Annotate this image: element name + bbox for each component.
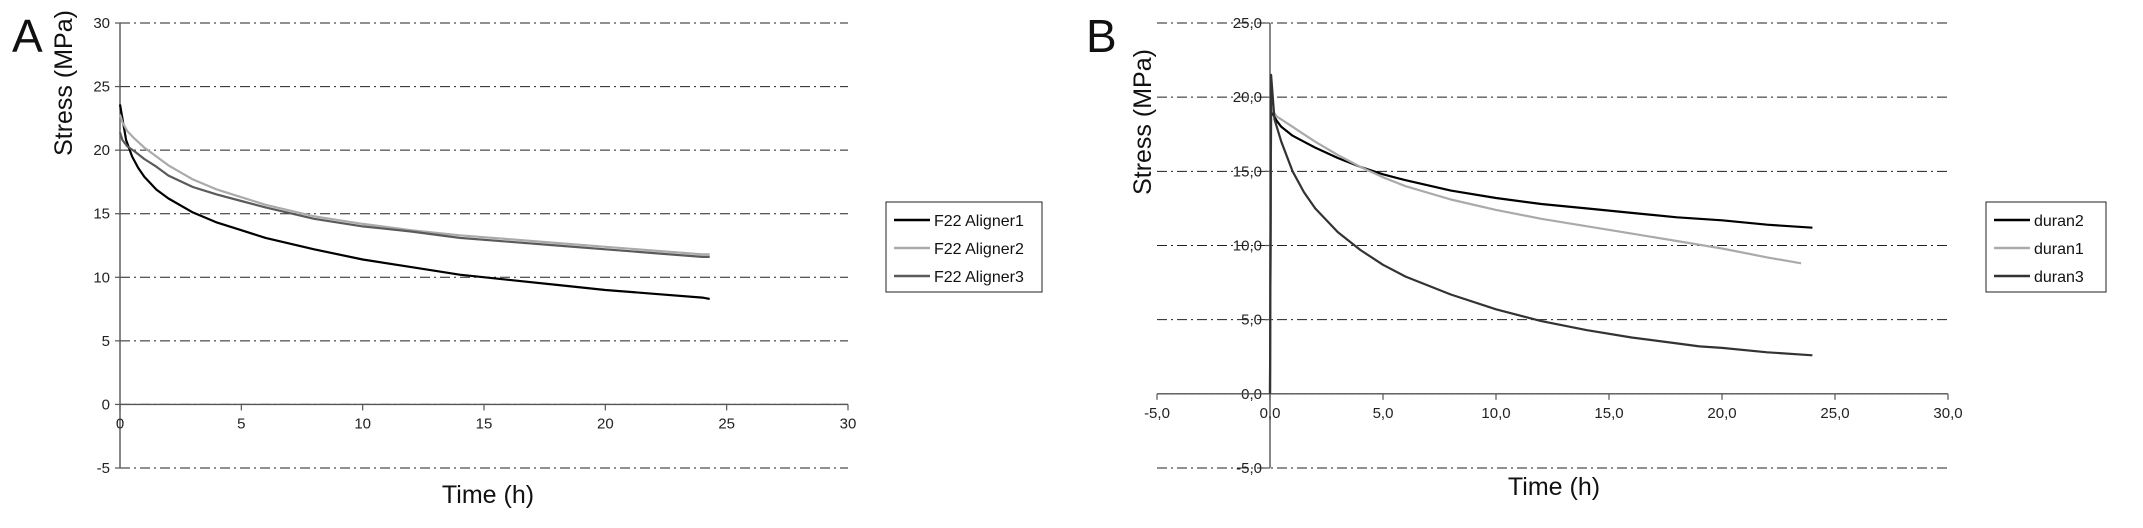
y-tick-label: 5 bbox=[102, 333, 110, 350]
legend-label-duran3: duran3 bbox=[2034, 269, 2084, 286]
x-tick-label: 25,0 bbox=[1820, 405, 1849, 422]
axes-a: -5 0 5 10 15 20 25 30 0 5 10 15 20 25 30 bbox=[93, 15, 856, 477]
series-line-f22-aligner3 bbox=[118, 131, 710, 258]
x-axis-title-b: Time (h) bbox=[1508, 473, 1600, 501]
series-line-duran3 bbox=[1268, 73, 1813, 394]
legend-label-f22-aligner3: F22 Aligner3 bbox=[934, 269, 1024, 286]
x-tick-label: 0 bbox=[116, 415, 124, 432]
y-tick-label: 10,0 bbox=[1233, 238, 1262, 255]
y-tick-label: 20 bbox=[93, 142, 110, 159]
x-tick-label: 10 bbox=[354, 415, 371, 432]
panel-label-a: A bbox=[12, 10, 43, 62]
y-tick-label: 15,0 bbox=[1233, 163, 1262, 180]
x-tick-label: 15,0 bbox=[1594, 405, 1623, 422]
legend-label-f22-aligner1: F22 Aligner1 bbox=[934, 213, 1024, 230]
series-lines-b bbox=[1268, 73, 1813, 394]
y-tick-label: 0 bbox=[102, 396, 110, 413]
legend-b: duran2 duran1 duran3 bbox=[1985, 201, 2107, 293]
x-tick-label: 30,0 bbox=[1933, 405, 1962, 422]
series-line-f22-aligner2 bbox=[118, 114, 710, 256]
y-tick-label: 20,0 bbox=[1233, 89, 1262, 106]
legend-label-duran1: duran1 bbox=[2034, 241, 2084, 258]
chart-panel-b: B -5,00,05,010,015,020,025,0-5,0 0,0 5,0 10… bbox=[1086, 10, 2107, 501]
y-tick-label: 15 bbox=[93, 206, 110, 223]
legend-a: F22 Aligner1 F22 Aligner2 F22 Aligner3 bbox=[885, 201, 1043, 293]
x-tick-label: 5,0 bbox=[1373, 405, 1394, 422]
series-lines-a bbox=[118, 104, 710, 300]
x-tick-label: 20 bbox=[597, 415, 614, 432]
x-tick-label: 10,0 bbox=[1481, 405, 1510, 422]
x-tick-label: 5 bbox=[237, 415, 245, 432]
x-axis-title-a: Time (h) bbox=[442, 481, 534, 509]
y-tick-label: 30 bbox=[93, 15, 110, 32]
x-tick-label: 15 bbox=[476, 415, 493, 432]
grid-lines-b bbox=[1157, 22, 1948, 469]
x-tick-label: 30 bbox=[840, 415, 857, 432]
legend-label-duran2: duran2 bbox=[2034, 213, 2084, 230]
series-line-duran2 bbox=[1268, 98, 1813, 394]
panel-label-b: B bbox=[1086, 10, 1117, 62]
y-axis-title-b: Stress (MPa) bbox=[1129, 49, 1157, 195]
y-tick-label: 10 bbox=[93, 269, 110, 286]
grid-lines-a bbox=[120, 22, 848, 469]
x-tick-label: 0,0 bbox=[1260, 405, 1281, 422]
y-axis-title-a: Stress (MPa) bbox=[50, 10, 78, 156]
y-tick-label: 25 bbox=[93, 79, 110, 96]
y-tick-label: 5,0 bbox=[1241, 312, 1262, 329]
x-tick-label: 20,0 bbox=[1707, 405, 1736, 422]
x-tick-label: 25 bbox=[718, 415, 735, 432]
series-line-duran1 bbox=[1268, 103, 1802, 394]
y-tick-label: -5 bbox=[97, 460, 110, 477]
x-tick-label: -5,0 bbox=[1144, 405, 1170, 422]
y-tick-label: -5,0 bbox=[1236, 460, 1262, 477]
chart-panel-a: A -5 0 5 10 15 20 25 30 0 5 10 15 20 25 30 Stress (MPa… bbox=[12, 10, 1043, 509]
y-tick-label: 25,0 bbox=[1233, 15, 1262, 32]
legend-label-f22-aligner2: F22 Aligner2 bbox=[934, 241, 1024, 258]
series-line-f22-aligner1 bbox=[118, 104, 710, 300]
